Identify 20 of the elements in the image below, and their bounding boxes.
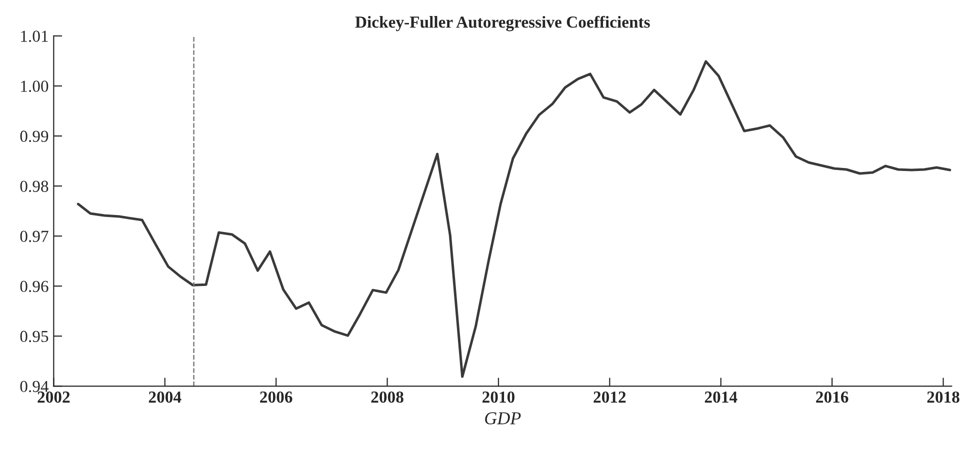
y-tick-label: 0.94: [20, 380, 49, 392]
x-tick-label: 2010: [482, 391, 514, 403]
line-series: [76, 60, 952, 378]
y-tick-label: 0.98: [20, 180, 48, 192]
x-axis-title: GDP: [485, 412, 521, 424]
x-tick-label: 2014: [704, 391, 738, 403]
x-tick-label: 2016: [816, 391, 848, 403]
chart-title: Dickey-Fuller Autoregressive Coefficients: [355, 16, 650, 32]
x-tick-label: 2018: [927, 391, 960, 403]
x-tick-label: 2004: [148, 391, 182, 403]
y-tick-label: 0.97: [20, 230, 48, 242]
x-tick-label: 2002: [38, 391, 70, 403]
x-tick-label: 2008: [371, 391, 404, 403]
y-tick-label: 0.95: [20, 330, 48, 342]
y-tick-label: 0.99: [20, 130, 48, 142]
y-tick-label: 1.00: [21, 80, 48, 92]
y-tick-label: 1.01: [21, 30, 48, 42]
x-tick-label: 2012: [594, 391, 626, 403]
x-tick-label: 2006: [260, 391, 292, 403]
y-tick-label: 0.96: [20, 280, 48, 292]
